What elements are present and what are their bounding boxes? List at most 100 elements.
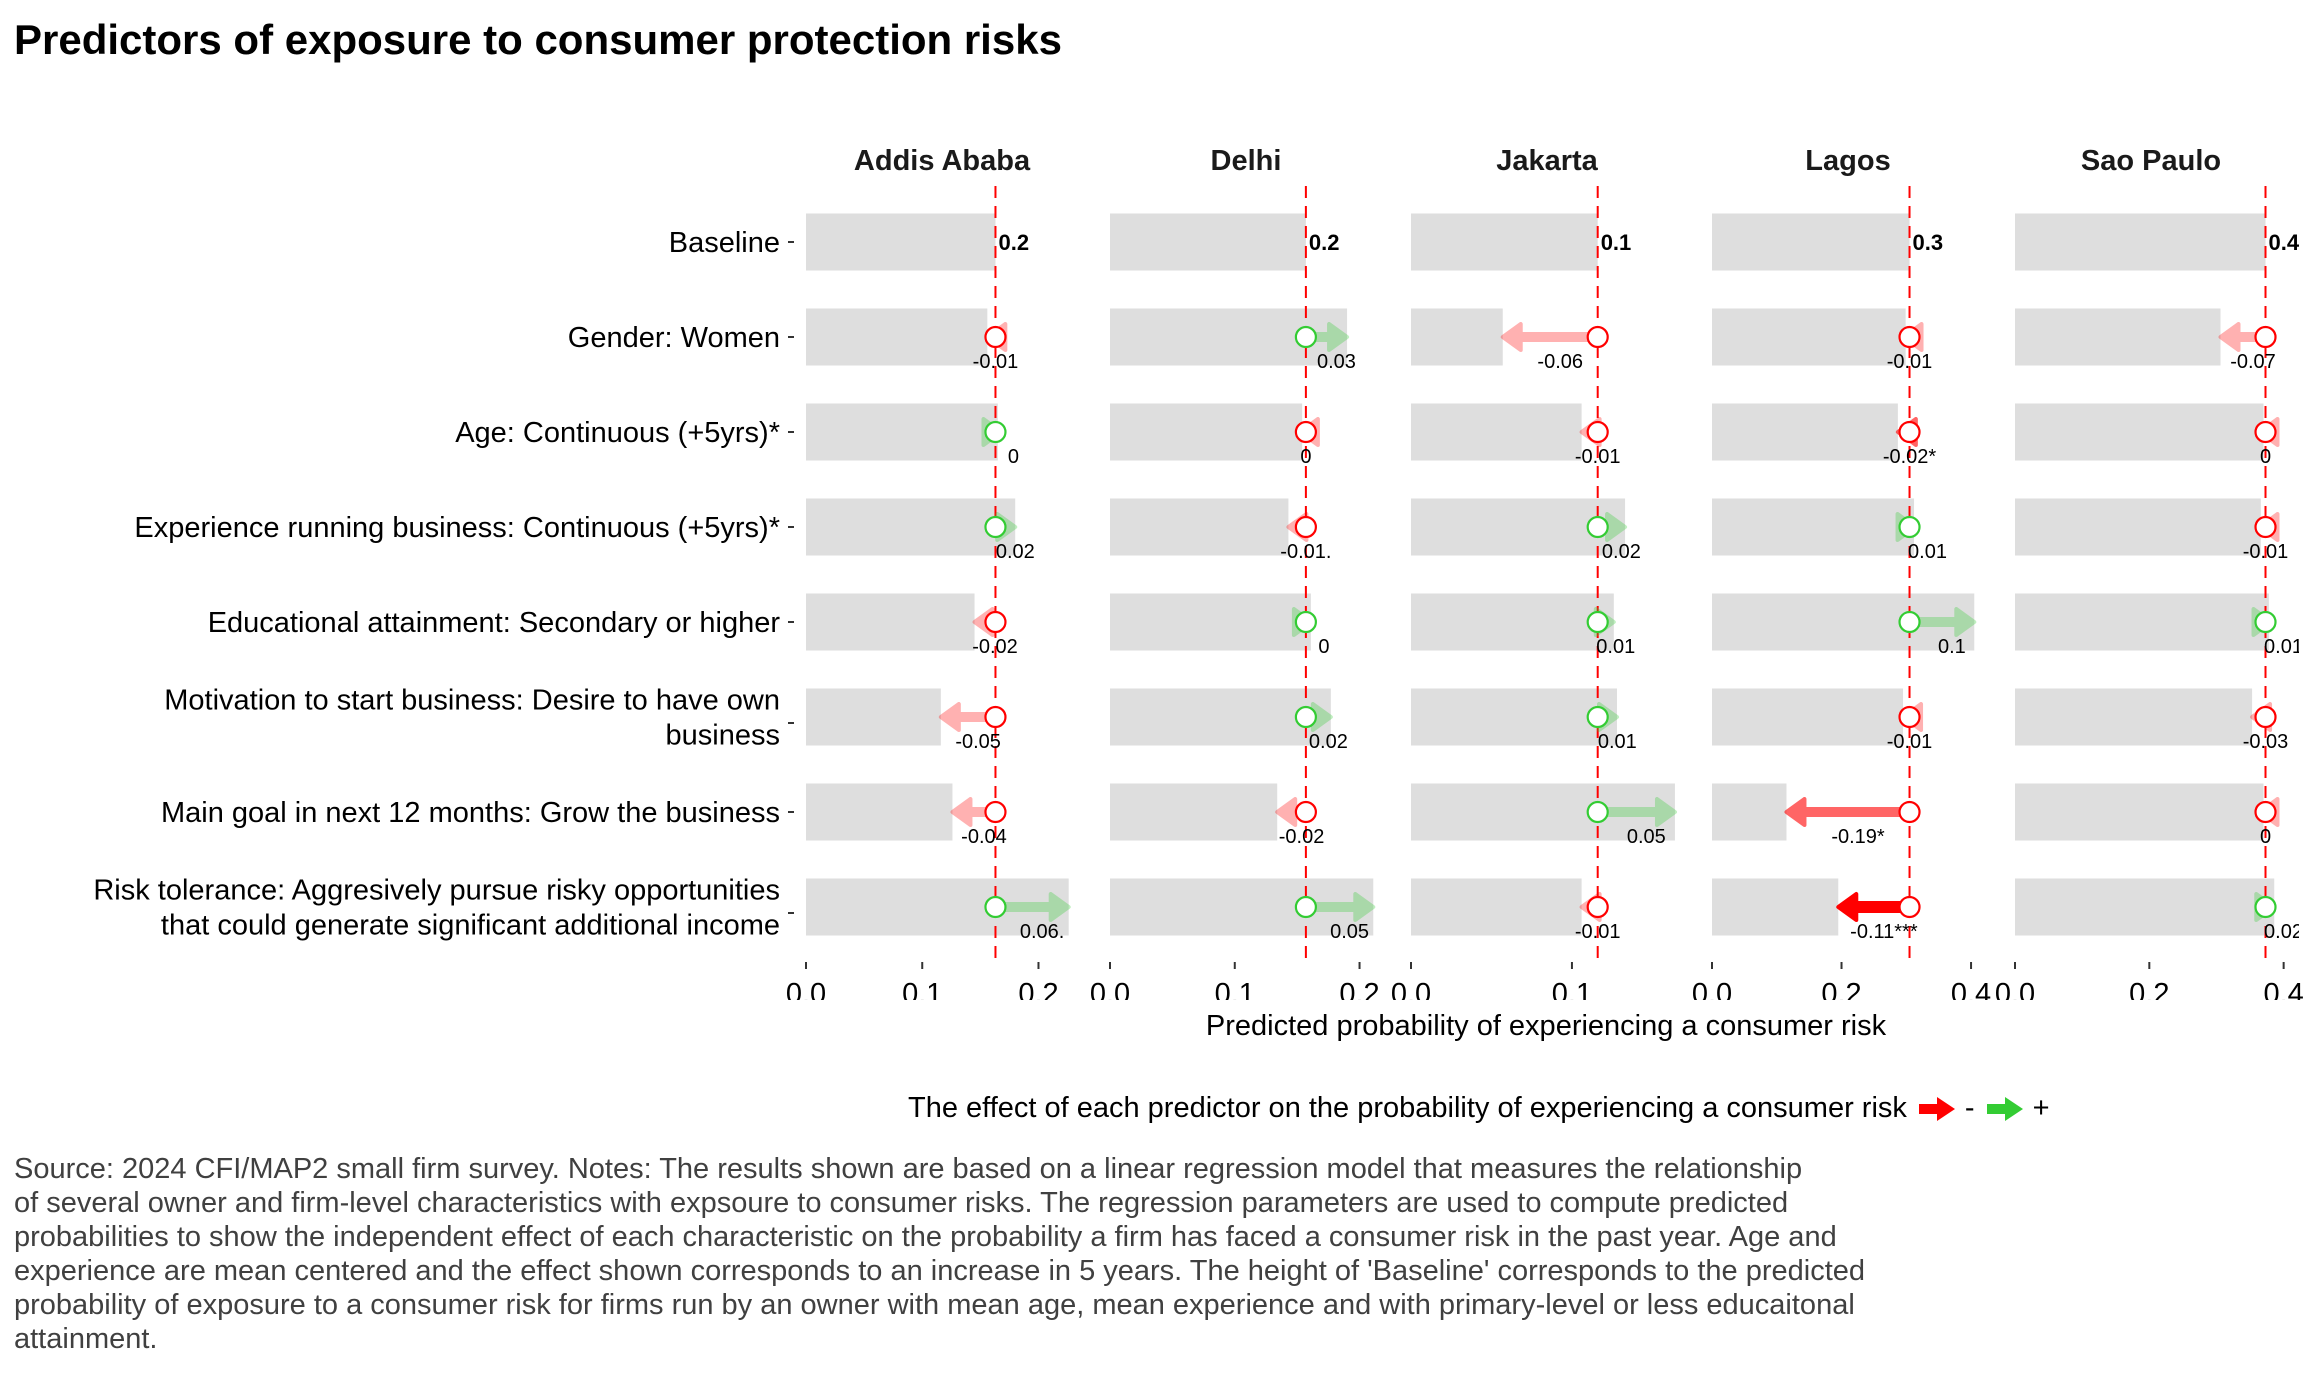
x-tick-label: 0.0 (786, 978, 826, 1000)
row-label: Main goal in next 12 months: Grow the bu… (161, 797, 794, 829)
bar (806, 498, 1016, 556)
x-tick-label: 0.0 (1995, 978, 2035, 1000)
legend-title: The effect of each predictor on the prob… (908, 1092, 1907, 1124)
panel-sao-paulo: 0.4 -0.07 0 -0.01 0.01 -0.03 0 0.02 Sao Paulo 0.0… (1995, 145, 2304, 1000)
positive-effect-marker (984, 515, 1007, 539)
row-label-text: Main goal in next 12 months: Grow the bu… (161, 797, 780, 829)
effect-value-label: -0.02* (1883, 446, 1937, 468)
bar (1712, 498, 1915, 556)
effect-arrow (1500, 322, 1603, 352)
effect-value-label: 0.06. (1020, 921, 1064, 943)
effect-value-label: 0.03 (1317, 351, 1356, 373)
row-label: Risk tolerance: Aggresively pursue risky… (93, 875, 794, 942)
negative-effect-marker (1586, 325, 1609, 349)
panel-addis-ababa: 0.2 -0.01 0 0.02 -0.02 -0.05 -0.04 0.06. Addis A… (786, 145, 1071, 1000)
row-label-text: Educational attainment: Secondary or hig… (208, 607, 781, 639)
effect-value-label: 0.02 (1602, 541, 1641, 563)
bar (2015, 213, 2266, 271)
effect-arrow (1784, 797, 1915, 827)
bar (2015, 688, 2253, 746)
negative-effect-marker (1294, 800, 1317, 824)
legend-key-negative: - (1917, 1092, 1975, 1125)
effect-value-label: 0 (1318, 636, 1329, 658)
positive-effect-marker (1586, 705, 1609, 729)
facet-panels: 0.2 -0.01 0 0.02 -0.02 -0.05 -0.04 0.06. Addis A… (786, 145, 2304, 1000)
effect-value-label: -0.01 (1575, 446, 1621, 468)
positive-effect-marker (2254, 610, 2277, 634)
effect-value-label: -0.11*** (1850, 921, 1918, 943)
negative-effect-marker (2254, 325, 2277, 349)
row-label: Age: Continuous (+5yrs)* (455, 417, 794, 449)
bar (1110, 878, 1374, 936)
plot-area: Baseline Gender: Women Age: Continuous (+5… (93, 145, 2304, 1000)
legend-label-negative: - (1964, 1092, 1975, 1124)
x-tick-label: 0.0 (1692, 978, 1732, 1000)
bar (1712, 783, 1787, 841)
panel-title: Jakarta (1496, 145, 1598, 177)
effect-value-label: -0.01. (1280, 541, 1331, 563)
negative-effect-marker (1586, 895, 1609, 919)
negative-effect-marker (984, 610, 1007, 634)
row-label-text: that could generate significant addition… (161, 910, 780, 942)
chart-title: Predictors of exposure to consumer prote… (14, 16, 1062, 63)
effect-value-label: 0.02 (996, 541, 1035, 563)
effect-value-label: 0 (1008, 446, 1019, 468)
effect-value-label: -0.07 (2230, 351, 2276, 373)
negative-effect-marker (1586, 420, 1609, 444)
caption-line: attainment. (14, 1323, 158, 1355)
positive-effect-marker (984, 895, 1007, 919)
caption-line: probabilities to show the independent ef… (14, 1221, 1837, 1253)
bar (806, 688, 941, 746)
row-label: Experience running business: Continuous … (134, 512, 794, 544)
negative-effect-marker (2254, 800, 2277, 824)
row-label-text: Risk tolerance: Aggresively pursue risky… (93, 875, 780, 907)
effect-value-label: 0.01 (1596, 636, 1635, 658)
bar (1712, 688, 1904, 746)
bar (806, 308, 988, 366)
negative-effect-marker (1898, 800, 1921, 824)
row-label: Motivation to start business: Desire to … (164, 685, 794, 752)
bar (1712, 213, 1910, 271)
caption-line: Source: 2024 CFI/MAP2 small firm survey.… (14, 1153, 1803, 1185)
row-label-text: Gender: Women (568, 322, 780, 354)
panel-title: Addis Ababa (854, 145, 1031, 177)
positive-effect-marker (984, 420, 1007, 444)
effect-value-label: -0.02 (1279, 826, 1325, 848)
x-axis-title: Predicted probability of experiencing a … (1205, 1010, 1887, 1042)
bar (2015, 593, 2269, 651)
bar (2015, 308, 2221, 366)
effect-value-label: 0.05 (1627, 826, 1666, 848)
negative-effect-marker (2254, 420, 2277, 444)
negative-effect-marker (2254, 705, 2277, 729)
row-label: Baseline (669, 227, 794, 259)
red-arrow-icon (1918, 1096, 1955, 1121)
bar (2015, 403, 2264, 461)
effect-value-label: 0.01 (1598, 731, 1637, 753)
row-label-text: Age: Continuous (+5yrs)* (455, 417, 780, 449)
bar (1712, 878, 1839, 936)
effect-value-label: -0.01 (973, 351, 1019, 373)
x-tick-label: 0.1 (1552, 978, 1592, 1000)
bar (1411, 688, 1618, 746)
effect-value-label: -0.01 (1887, 351, 1933, 373)
effect-value-label: 0 (2260, 826, 2271, 848)
x-tick-label: 0.4 (1951, 978, 1991, 1000)
effect-value-label: 0.01 (1908, 541, 1947, 563)
x-tick-label: 0.1 (902, 978, 942, 1000)
caption: Source: 2024 CFI/MAP2 small firm survey.… (14, 1152, 2214, 1356)
bar (2015, 498, 2261, 556)
bar (806, 403, 998, 461)
positive-effect-marker (1586, 610, 1609, 634)
baseline-value-label: 0.4 (2269, 230, 2300, 255)
row-label-text: business (666, 720, 780, 752)
bar (1110, 213, 1306, 271)
effect-value-label: -0.01 (2243, 541, 2289, 563)
negative-effect-marker (1898, 420, 1921, 444)
effect-value-label: 0 (2260, 446, 2271, 468)
bar (806, 593, 975, 651)
bar (806, 213, 996, 271)
bar (1712, 403, 1898, 461)
baseline-value-label: 0.2 (998, 230, 1029, 255)
effect-value-label: 0 (1300, 446, 1311, 468)
bar (1712, 593, 1975, 651)
